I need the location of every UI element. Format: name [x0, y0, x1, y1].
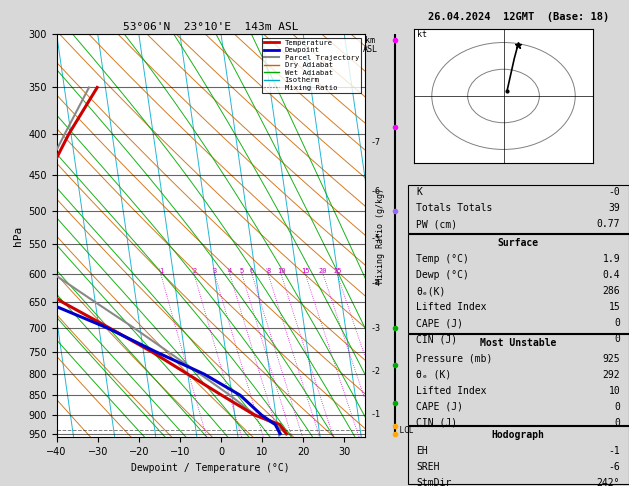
- Text: CAPE (J): CAPE (J): [416, 318, 464, 329]
- Text: -5: -5: [370, 234, 381, 243]
- Text: 15: 15: [301, 268, 309, 275]
- Text: -6: -6: [608, 462, 620, 472]
- Text: θₑ(K): θₑ(K): [416, 286, 446, 296]
- Text: 26.04.2024  12GMT  (Base: 18): 26.04.2024 12GMT (Base: 18): [428, 12, 609, 22]
- Text: Surface: Surface: [498, 238, 539, 248]
- Text: -1: -1: [608, 446, 620, 456]
- Text: 5: 5: [240, 268, 244, 275]
- Y-axis label: hPa: hPa: [13, 226, 23, 246]
- Bar: [408, 334, 629, 425]
- Text: ASL: ASL: [363, 45, 378, 54]
- Text: -3: -3: [370, 324, 381, 333]
- Text: km: km: [365, 36, 376, 45]
- Text: -0: -0: [608, 187, 620, 197]
- Text: 925: 925: [603, 354, 620, 364]
- X-axis label: Dewpoint / Temperature (°C): Dewpoint / Temperature (°C): [131, 463, 290, 473]
- Text: Dewp (°C): Dewp (°C): [416, 270, 469, 280]
- Text: 1: 1: [159, 268, 163, 275]
- Text: 4: 4: [228, 268, 232, 275]
- Text: 20: 20: [319, 268, 328, 275]
- Text: -1: -1: [370, 410, 381, 419]
- Text: -6: -6: [370, 187, 381, 195]
- Legend: Temperature, Dewpoint, Parcel Trajectory, Dry Adiabat, Wet Adiabat, Isotherm, Mi: Temperature, Dewpoint, Parcel Trajectory…: [262, 37, 361, 93]
- Text: PW (cm): PW (cm): [416, 219, 457, 229]
- Text: EH: EH: [416, 446, 428, 456]
- Text: Hodograph: Hodograph: [492, 430, 545, 440]
- Bar: [408, 185, 629, 233]
- Text: 10: 10: [277, 268, 286, 275]
- Text: 39: 39: [608, 203, 620, 213]
- Text: StmDir: StmDir: [416, 478, 452, 486]
- Text: 6: 6: [250, 268, 254, 275]
- Text: CIN (J): CIN (J): [416, 418, 457, 428]
- Text: 0: 0: [615, 418, 620, 428]
- Text: 15: 15: [608, 302, 620, 312]
- Text: 2: 2: [192, 268, 196, 275]
- Text: 10: 10: [608, 386, 620, 396]
- Text: 286: 286: [603, 286, 620, 296]
- Text: 0: 0: [615, 334, 620, 345]
- Text: 242°: 242°: [597, 478, 620, 486]
- Text: Lifted Index: Lifted Index: [416, 302, 487, 312]
- Text: -7: -7: [370, 139, 381, 147]
- Text: 8: 8: [266, 268, 270, 275]
- Text: CIN (J): CIN (J): [416, 334, 457, 345]
- Text: CAPE (J): CAPE (J): [416, 402, 464, 412]
- Text: Temp (°C): Temp (°C): [416, 254, 469, 264]
- Text: 0: 0: [615, 318, 620, 329]
- Bar: [408, 426, 629, 484]
- Text: Totals Totals: Totals Totals: [416, 203, 493, 213]
- Text: 0.77: 0.77: [597, 219, 620, 229]
- Text: 0: 0: [615, 402, 620, 412]
- Text: Most Unstable: Most Unstable: [480, 338, 557, 348]
- Text: K: K: [416, 187, 422, 197]
- Text: LCL: LCL: [395, 426, 413, 434]
- Text: Pressure (mb): Pressure (mb): [416, 354, 493, 364]
- Text: kt: kt: [418, 30, 428, 39]
- Bar: [408, 234, 629, 333]
- Text: -2: -2: [370, 367, 381, 377]
- Text: SREH: SREH: [416, 462, 440, 472]
- Text: -4: -4: [370, 279, 381, 288]
- Text: 1.9: 1.9: [603, 254, 620, 264]
- Text: θₑ (K): θₑ (K): [416, 370, 452, 380]
- Text: 0.4: 0.4: [603, 270, 620, 280]
- Text: 25: 25: [333, 268, 342, 275]
- Text: Mixing Ratio (g/kg): Mixing Ratio (g/kg): [376, 188, 385, 283]
- Text: 292: 292: [603, 370, 620, 380]
- Text: Lifted Index: Lifted Index: [416, 386, 487, 396]
- Title: 53°06'N  23°10'E  143m ASL: 53°06'N 23°10'E 143m ASL: [123, 22, 299, 32]
- Text: 3: 3: [213, 268, 217, 275]
